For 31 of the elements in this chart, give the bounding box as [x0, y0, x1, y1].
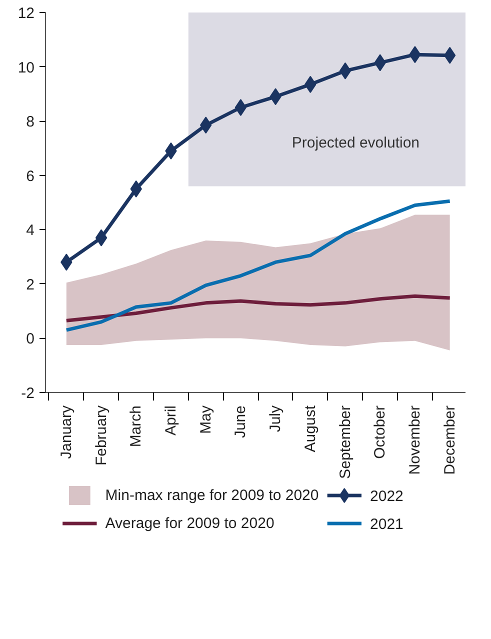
legend-label: Min-max range for 2009 to 2020 — [105, 487, 319, 504]
x-tick-label: June — [232, 405, 250, 438]
x-tick-label: April — [162, 405, 180, 436]
legend-label: 2022 — [370, 488, 404, 505]
x-tick-label: May — [197, 405, 214, 434]
x-tick-label: February — [92, 405, 110, 466]
legend-label: 2021 — [370, 516, 404, 533]
y-tick-label: 2 — [26, 276, 34, 294]
x-tick-label: October — [372, 405, 389, 459]
line-series — [64, 294, 452, 322]
x-tick-label: August — [302, 404, 319, 452]
y-tick-label: 6 — [26, 168, 34, 185]
y-tick-label: 8 — [26, 114, 34, 131]
line-series — [64, 199, 452, 332]
y-tick-label: 0 — [26, 330, 34, 348]
point — [339, 62, 352, 80]
y-tick-label: 4 — [26, 222, 34, 240]
x-tick-label: July — [267, 405, 284, 432]
legend-label: Average for 2009 to 2020 — [105, 515, 274, 532]
point — [234, 99, 247, 116]
y-tick-label: 10 — [18, 59, 35, 76]
y-tick-label: -2 — [21, 385, 35, 402]
point — [95, 229, 108, 246]
band-label: Projected evolution — [292, 134, 420, 152]
x-tick-label: January — [58, 405, 75, 459]
x-tick-label: November — [406, 405, 424, 475]
y-tick-label: 12 — [18, 5, 35, 22]
x-tick-label: September — [336, 405, 354, 479]
x-tick-label: December — [441, 405, 458, 475]
point — [444, 46, 456, 64]
x-tick-label: March — [128, 405, 145, 448]
